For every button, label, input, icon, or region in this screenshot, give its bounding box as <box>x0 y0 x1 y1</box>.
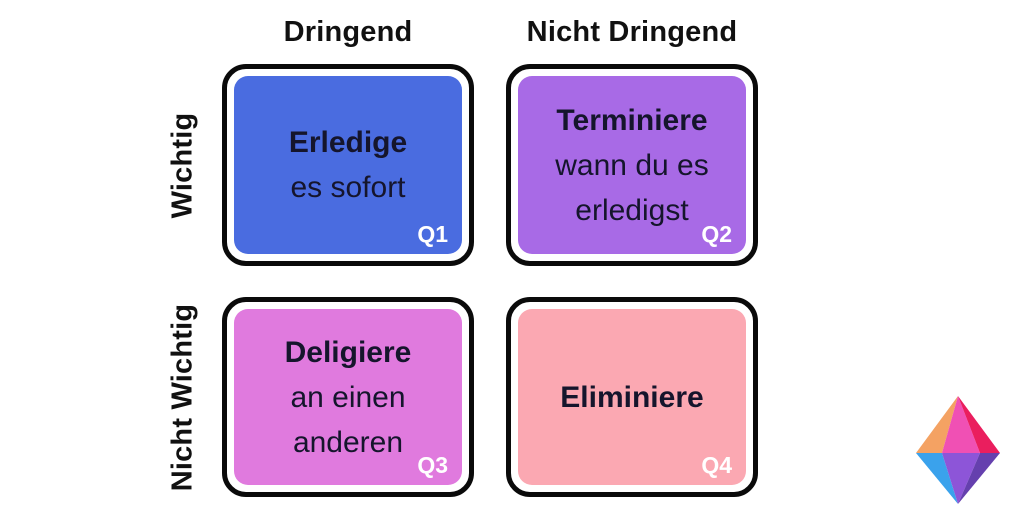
quadrant-badge-q2: Q2 <box>701 221 732 247</box>
gem-diamond-logo-svg <box>916 396 1000 504</box>
column-header-urgent: Dringend <box>283 16 413 48</box>
quadrant-q2-fill: Terminiere wann du es erledigst Q2 <box>518 76 746 254</box>
quadrant-subtitle-line: wann du es <box>555 148 709 182</box>
row-header-not-important: Nicht Wichtig <box>166 303 199 491</box>
row-header-not-important-wrap: Nicht Wichtig <box>152 297 214 497</box>
quadrant-q1: Erledige es sofort Q1 <box>222 64 474 266</box>
quadrant-q2-text: Terminiere wann du es erledigst <box>555 98 708 233</box>
column-header-not-urgent: Nicht Dringend <box>526 16 738 48</box>
quadrant-title: Erledige <box>288 126 408 159</box>
quadrant-title: Deligiere <box>284 335 412 369</box>
quadrant-q1-text: Erledige es sofort <box>289 120 407 210</box>
gem-facet-top-right <box>958 396 1000 453</box>
gem-facet-bottom-center <box>942 453 980 504</box>
quadrant-q4-text: Eliminiere <box>560 375 703 420</box>
quadrant-q2: Terminiere wann du es erledigst Q2 <box>506 64 758 266</box>
row-header-important-wrap: Wichtig <box>152 64 214 266</box>
quadrant-subtitle-line: es sofort <box>290 171 406 204</box>
quadrant-q3-text: Deligiere an einen anderen <box>285 330 412 465</box>
quadrant-q3-fill: Deligiere an einen anderen Q3 <box>234 309 462 485</box>
gem-facet-bottom-right <box>958 453 1000 504</box>
quadrant-subtitle-line: erledigst <box>575 193 689 227</box>
gem-facet-bottom-left <box>916 453 958 504</box>
quadrant-q4: Eliminiere Q4 <box>506 297 758 497</box>
row-header-important: Wichtig <box>166 112 199 218</box>
quadrant-subtitle-line: anderen <box>292 425 404 459</box>
quadrant-title: Eliminiere <box>560 380 704 414</box>
quadrant-q3: Deligiere an einen anderen Q3 <box>222 297 474 497</box>
quadrant-badge-q4: Q4 <box>701 452 732 478</box>
quadrant-badge-q3: Q3 <box>417 452 448 478</box>
quadrant-q1-fill: Erledige es sofort Q1 <box>234 76 462 254</box>
quadrant-q4-fill: Eliminiere Q4 <box>518 309 746 485</box>
quadrant-title: Terminiere <box>556 103 708 137</box>
gem-facet-top-center <box>942 396 980 453</box>
gem-diamond-logo-icon <box>916 396 1000 504</box>
quadrant-badge-q1: Q1 <box>417 221 448 247</box>
quadrant-subtitle-line: an einen <box>290 380 406 414</box>
gem-facet-top-left <box>916 396 958 453</box>
